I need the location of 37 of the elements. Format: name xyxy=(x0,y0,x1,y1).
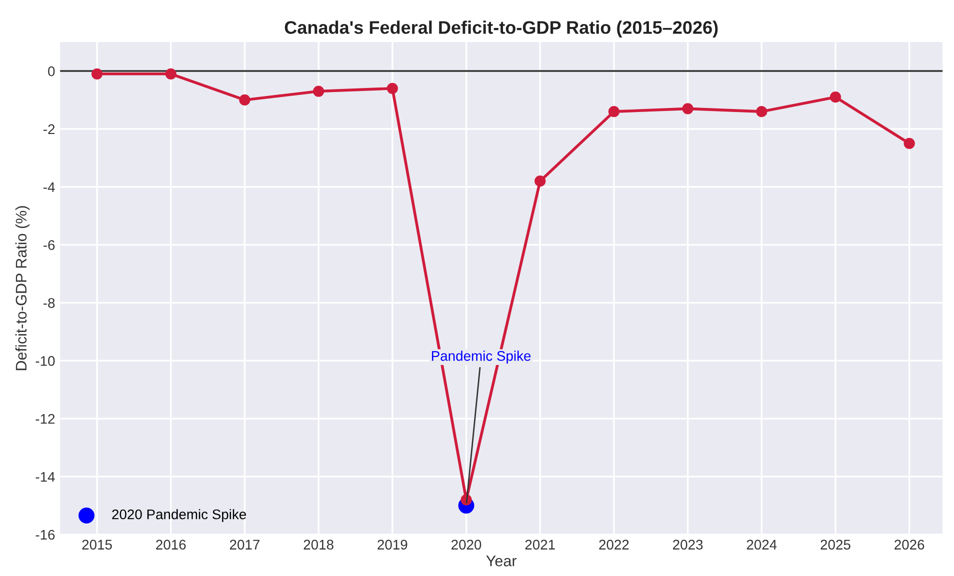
y-tick-label: -2 xyxy=(44,124,55,134)
chart-title: Canada's Federal Deficit-to-GDP Ratio (2015–2026) xyxy=(284,20,718,38)
y-tick-label: -10 xyxy=(36,356,55,366)
y-tick-label: -16 xyxy=(36,530,55,540)
x-tick-label: 2017 xyxy=(230,540,260,550)
x-tick-label: 2020 xyxy=(452,540,482,550)
point xyxy=(313,86,324,97)
x-tick-label: 2022 xyxy=(599,540,629,550)
x-tick-label: 2021 xyxy=(525,540,555,550)
y-tick-label: -6 xyxy=(44,240,55,250)
y-tick-label: -12 xyxy=(36,414,55,424)
point xyxy=(904,138,915,149)
x-tick-label: 2019 xyxy=(378,540,408,550)
x-tick-label: 2023 xyxy=(673,540,703,550)
point xyxy=(534,176,546,187)
annotation: Pandemic Spike xyxy=(432,350,531,364)
point xyxy=(830,92,842,103)
y-tick-label: 0 xyxy=(48,66,55,76)
y-tick-label: -8 xyxy=(44,298,55,308)
x-tick-label: 2024 xyxy=(746,540,777,550)
point xyxy=(239,94,250,106)
y-tick-label: -4 xyxy=(44,182,55,192)
y-axis-title: Deficit-to-GDP Ratio (%) xyxy=(15,206,30,370)
x-tick-label: 2016 xyxy=(156,540,186,550)
point xyxy=(91,68,103,80)
point xyxy=(756,106,768,118)
y-tick-label: -14 xyxy=(36,472,55,482)
x-tick-label: 2025 xyxy=(820,540,850,550)
point xyxy=(386,82,398,94)
point xyxy=(608,106,620,118)
x-tick-label: 2018 xyxy=(304,540,334,550)
x-tick-label: 2015 xyxy=(82,540,112,550)
point xyxy=(682,103,694,114)
x-axis-title: Year xyxy=(486,556,517,566)
legend-label: 2020 Pandemic Spike xyxy=(112,509,246,522)
point xyxy=(165,68,176,80)
x-tick-label: 2026 xyxy=(894,540,924,550)
